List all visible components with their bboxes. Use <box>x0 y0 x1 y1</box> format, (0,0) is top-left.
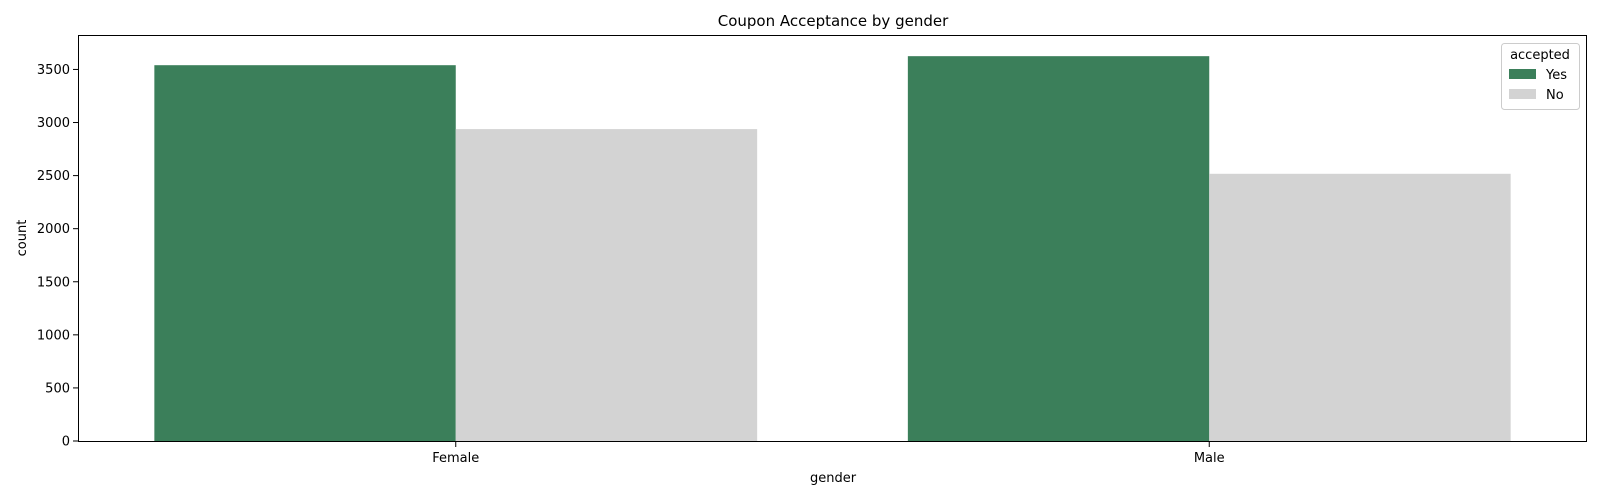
bar-no-male <box>1209 173 1511 442</box>
x-axis-label: gender <box>810 471 857 486</box>
chart-title: Coupon Acceptance by gender <box>718 12 949 30</box>
x-tick-label: Female <box>432 451 479 466</box>
legend-title: accepted <box>1510 48 1570 63</box>
legend-swatch-no <box>1509 89 1536 99</box>
legend: accepted Yes No <box>1501 43 1580 110</box>
legend-swatch-yes <box>1509 69 1536 79</box>
y-tick-label: 3500 <box>37 63 70 78</box>
legend-label-yes: Yes <box>1545 68 1567 83</box>
y-axis: 0 500 1000 1500 2000 2500 3000 3500 <box>37 63 79 450</box>
bars-group <box>154 56 1511 442</box>
plot-frame <box>78 35 1587 442</box>
bar-no-female <box>455 129 758 441</box>
y-tick-label: 2000 <box>37 222 70 237</box>
bar-yes-female <box>154 65 456 441</box>
y-tick-label: 1000 <box>37 328 70 343</box>
legend-label-no: No <box>1546 88 1564 103</box>
y-axis-label: count <box>15 220 30 257</box>
x-tick-label: Male <box>1194 451 1225 466</box>
x-axis: Female Male <box>432 441 1225 466</box>
y-tick-label: 0 <box>62 435 70 450</box>
y-tick-label: 3000 <box>37 116 70 131</box>
y-tick-label: 1500 <box>37 275 70 290</box>
y-tick-label: 500 <box>45 381 70 396</box>
bar-yes-male <box>907 56 1210 441</box>
y-tick-label: 2500 <box>37 169 70 184</box>
